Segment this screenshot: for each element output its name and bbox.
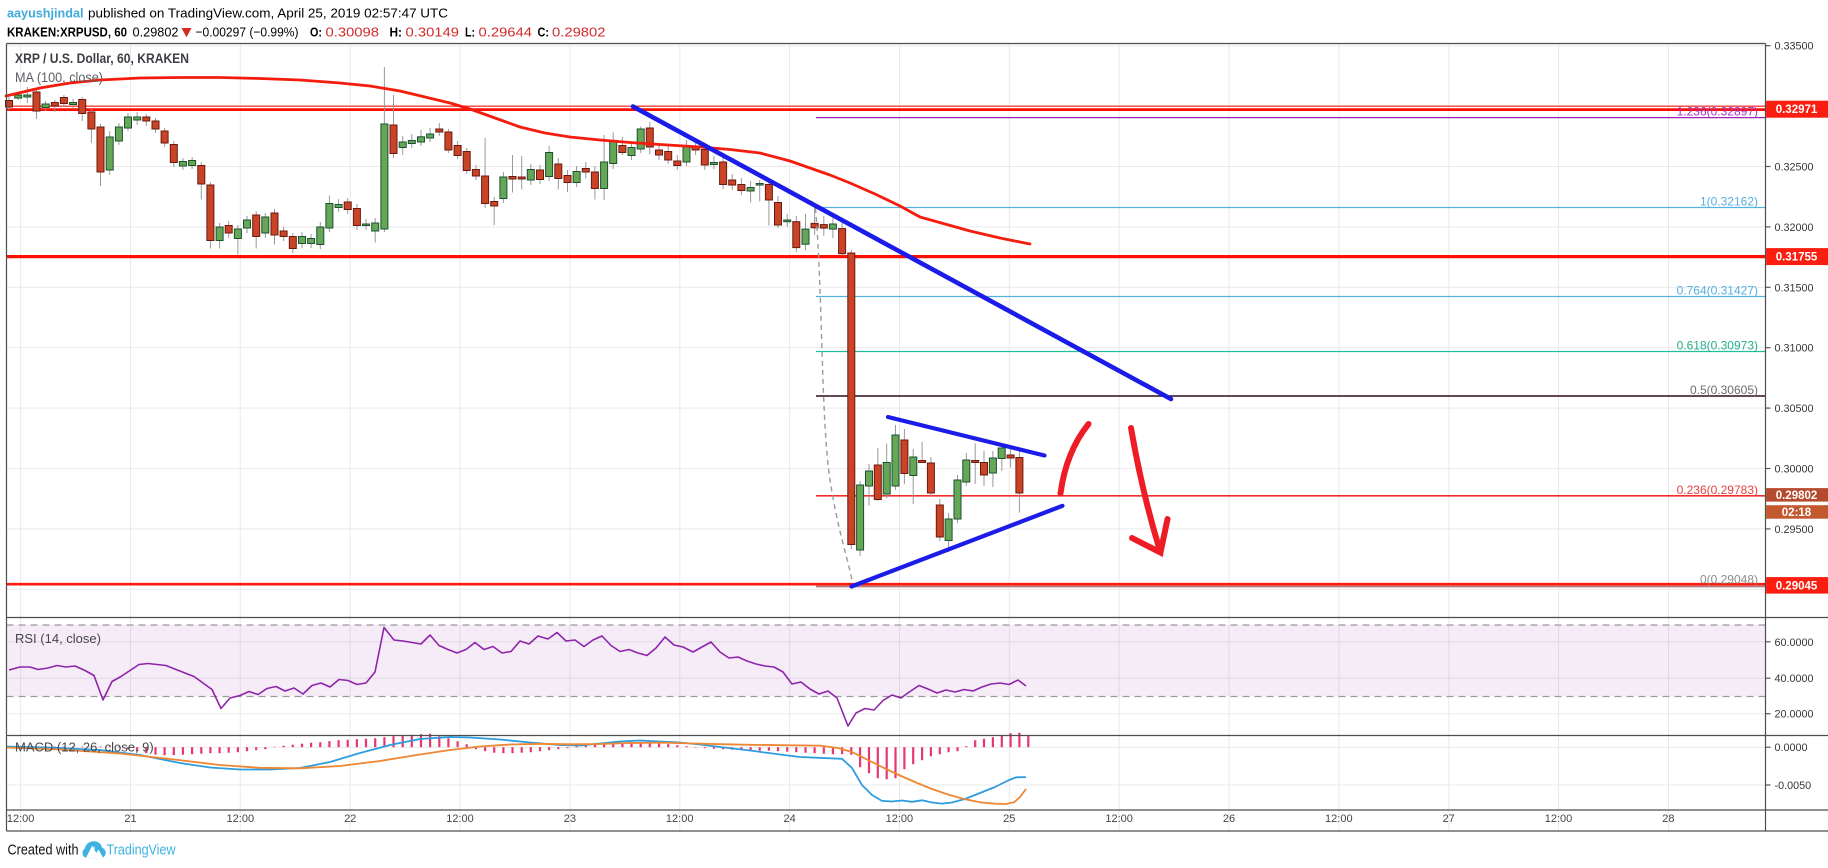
svg-text:0.31755: 0.31755 (1776, 252, 1818, 264)
svg-text:L:: L: (465, 25, 475, 40)
svg-text:24: 24 (783, 813, 795, 825)
svg-text:0.0000: 0.0000 (1775, 742, 1808, 754)
svg-text:published on TradingView.com,: published on TradingView.com, April 25, … (88, 6, 448, 21)
svg-text:23: 23 (564, 813, 576, 825)
svg-text:0.32500: 0.32500 (1775, 162, 1814, 174)
svg-text:12:00: 12:00 (886, 813, 914, 825)
svg-text:0(0.29048): 0(0.29048) (1700, 573, 1758, 587)
svg-text:21: 21 (124, 813, 136, 825)
svg-text:0.29802: 0.29802 (1776, 490, 1818, 502)
svg-text:12:00: 12:00 (1105, 813, 1133, 825)
svg-text:25: 25 (1003, 813, 1015, 825)
svg-text:20.0000: 20.0000 (1775, 709, 1814, 721)
svg-text:Created with: Created with (8, 842, 79, 859)
svg-text:KRAKEN:XRPUSD, 60: KRAKEN:XRPUSD, 60 (7, 25, 127, 40)
svg-text:12:00: 12:00 (1545, 813, 1573, 825)
svg-text:0.236(0.29783): 0.236(0.29783) (1677, 483, 1758, 497)
svg-text:12:00: 12:00 (227, 813, 255, 825)
svg-text:RSI (14, close): RSI (14, close) (15, 631, 101, 646)
svg-text:TradingView: TradingView (107, 842, 176, 859)
svg-text:0.29045: 0.29045 (1776, 580, 1818, 592)
svg-text:0.30098: 0.30098 (326, 25, 380, 40)
svg-text:XRP / U.S. Dollar, 60, KRAKEN: XRP / U.S. Dollar, 60, KRAKEN (15, 51, 189, 66)
svg-text:12:00: 12:00 (666, 813, 694, 825)
svg-text:02:18: 02:18 (1782, 507, 1812, 519)
svg-text:1.236(0.32897): 1.236(0.32897) (1677, 105, 1758, 119)
svg-text:MA (100, close): MA (100, close) (15, 70, 103, 85)
svg-text:12:00: 12:00 (7, 813, 35, 825)
svg-text:28: 28 (1662, 813, 1674, 825)
svg-text:22: 22 (344, 813, 356, 825)
svg-text:-0.0050: -0.0050 (1775, 780, 1812, 792)
svg-text:0.32971: 0.32971 (1776, 104, 1818, 116)
svg-text:40.0000: 40.0000 (1775, 673, 1814, 685)
svg-text:MACD (12, 26, close, 9): MACD (12, 26, close, 9) (15, 740, 154, 755)
svg-text:0.5(0.30605): 0.5(0.30605) (1690, 383, 1758, 397)
svg-text:0.29644: 0.29644 (479, 25, 533, 40)
svg-text:0.29802: 0.29802 (133, 25, 179, 40)
svg-text:60.0000: 60.0000 (1775, 637, 1814, 649)
svg-text:27: 27 (1443, 813, 1455, 825)
svg-text:−0.00297 (−0.99%): −0.00297 (−0.99%) (196, 25, 299, 40)
svg-text:1(0.32162): 1(0.32162) (1700, 195, 1758, 209)
svg-text:0.764(0.31427): 0.764(0.31427) (1677, 284, 1758, 298)
svg-text:0.30500: 0.30500 (1775, 403, 1814, 415)
svg-text:0.618(0.30973): 0.618(0.30973) (1677, 339, 1758, 353)
svg-text:0.30149: 0.30149 (406, 25, 460, 40)
svg-text:26: 26 (1223, 813, 1235, 825)
svg-text:0.33500: 0.33500 (1775, 41, 1814, 53)
svg-text:C:: C: (538, 25, 550, 40)
svg-text:12:00: 12:00 (1325, 813, 1353, 825)
svg-text:0.32000: 0.32000 (1775, 222, 1814, 234)
svg-text:aayushjindal: aayushjindal (7, 6, 84, 21)
svg-text:12:00: 12:00 (446, 813, 474, 825)
svg-text:0.31000: 0.31000 (1775, 343, 1814, 355)
svg-text:0.29500: 0.29500 (1775, 524, 1814, 536)
svg-text:0.30000: 0.30000 (1775, 464, 1814, 476)
svg-text:O:: O: (310, 25, 322, 40)
svg-text:0.31500: 0.31500 (1775, 282, 1814, 294)
svg-text:0.29802: 0.29802 (552, 25, 606, 40)
svg-text:H:: H: (390, 25, 403, 40)
